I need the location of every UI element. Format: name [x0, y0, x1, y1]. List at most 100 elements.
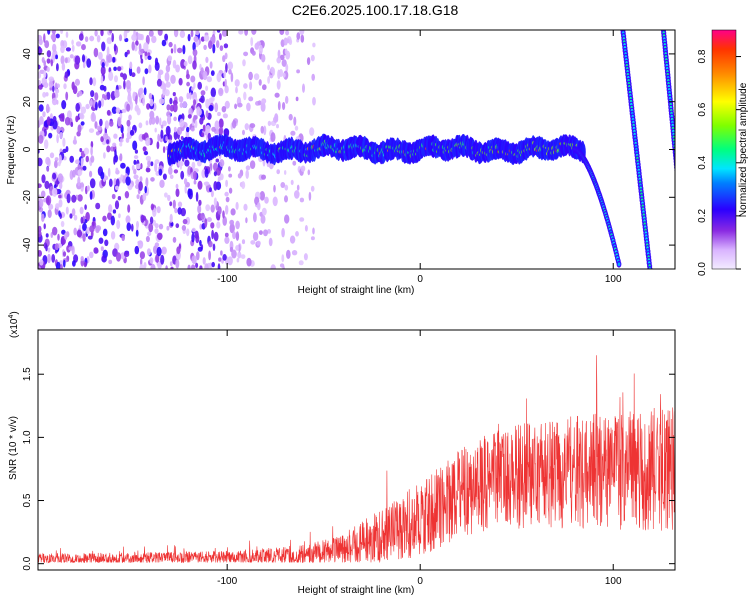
- heatmap-cell: [677, 197, 682, 203]
- heatmap-cell: [212, 243, 216, 251]
- heatmap-cell: [259, 191, 265, 201]
- heatmap-cell: [202, 124, 206, 132]
- heatmap-cell: [51, 254, 56, 263]
- heatmap-cell: [42, 91, 47, 98]
- heatmap-cell: [83, 261, 87, 268]
- heatmap-cell: [217, 263, 221, 269]
- heatmap-cell: [103, 152, 106, 159]
- heatmap-cell: [69, 155, 74, 163]
- heatmap-cell: [38, 79, 42, 86]
- heatmap-cell: [165, 125, 171, 136]
- colorbar-tick-label: 0.4: [697, 155, 708, 169]
- heatmap-cell: [90, 155, 95, 163]
- heatmap-cell: [677, 194, 682, 200]
- heatmap-cell: [158, 168, 163, 176]
- heatmap-cell: [257, 202, 261, 211]
- heatmap-cell: [46, 66, 50, 72]
- heatmap-cell: [123, 79, 126, 90]
- heatmap-cell: [175, 258, 180, 269]
- heatmap-cell: [300, 165, 306, 172]
- heatmap-cell: [47, 247, 51, 253]
- heatmap-cell: [39, 69, 45, 75]
- heatmap-cell: [106, 139, 110, 145]
- heatmap-cell: [57, 173, 64, 183]
- heatmap-cell: [243, 203, 248, 211]
- heatmap-cell: [95, 202, 101, 210]
- heatmap-cell: [172, 103, 178, 113]
- heatmap-cell: [292, 160, 297, 166]
- heatmap-cell: [197, 246, 203, 252]
- heatmap-cell: [258, 44, 263, 55]
- heatmap-cell: [683, 243, 685, 247]
- heatmap-cell: [103, 132, 109, 140]
- heatmap-cell: [112, 56, 116, 63]
- heatmap-cell: [136, 163, 141, 170]
- heatmap-cell: [148, 222, 154, 233]
- heatmap-cell: [180, 170, 185, 180]
- heatmap-cell: [290, 179, 294, 186]
- heatmap-cell: [303, 253, 308, 261]
- heatmap-cell: [48, 76, 55, 82]
- heatmap-cell: [126, 119, 131, 127]
- heatmap-cell: [47, 30, 51, 35]
- heatmap-cell: [179, 30, 186, 38]
- heatmap-cell: [48, 81, 54, 88]
- heatmap-cell: [136, 194, 140, 200]
- heatmap-cell: [212, 43, 216, 54]
- heatmap-cell: [193, 82, 196, 89]
- heatmap-cell: [683, 254, 688, 260]
- colorbar-tick-label: 0.8: [697, 49, 708, 63]
- heatmap-cell: [160, 124, 164, 129]
- heatmap-cell: [309, 127, 315, 136]
- heatmap-cell: [154, 223, 159, 229]
- heatmap-cell: [678, 187, 680, 191]
- heatmap-cell: [137, 240, 144, 249]
- heatmap-cell: [246, 257, 252, 267]
- heatmap-cell: [52, 43, 57, 53]
- heatmap-cell: [38, 134, 44, 144]
- heatmap-cell: [304, 225, 308, 232]
- heatmap-cell: [683, 260, 688, 266]
- heatmap-cell: [219, 33, 222, 41]
- heatmap-cell: [228, 166, 231, 172]
- heatmap-cell: [135, 179, 140, 186]
- heatmap-cell: [143, 42, 149, 52]
- heatmap-cell: [110, 146, 115, 152]
- heatmap-cell: [95, 131, 100, 136]
- heatmap-cell: [224, 100, 230, 109]
- heatmap-cell: [71, 208, 76, 217]
- heatmap-cell: [307, 169, 311, 176]
- heatmap-cell: [73, 227, 77, 236]
- heatmap-cell: [191, 227, 196, 233]
- heatmap-cell: [96, 125, 103, 131]
- heatmap-cell: [678, 196, 680, 200]
- heatmap-cell: [101, 62, 105, 68]
- heatmap-cell: [294, 190, 300, 199]
- heatmap-cell: [100, 246, 104, 252]
- heatmap-cell: [197, 180, 203, 190]
- heatmap-cell: [244, 123, 249, 131]
- heatmap-cell: [677, 191, 682, 197]
- heatmap-cell: [75, 41, 82, 47]
- heatmap-cell: [177, 201, 183, 208]
- heatmap-cell: [264, 196, 269, 204]
- heatmap-cell: [147, 159, 151, 168]
- heatmap-cell: [56, 261, 61, 269]
- heatmap-cell: [205, 204, 211, 212]
- heatmap-cell: [173, 169, 179, 174]
- heatmap-cell: [267, 120, 272, 127]
- heatmap-cell: [83, 147, 90, 155]
- heatmap-cell: [126, 103, 131, 112]
- heatmap-cell: [135, 229, 139, 237]
- heatmap-cell: [166, 225, 170, 231]
- heatmap-cell: [221, 30, 228, 37]
- heatmap-cell: [132, 140, 138, 151]
- heatmap-cell: [284, 184, 289, 191]
- heatmap-cell: [683, 237, 685, 241]
- heatmap-cell: [270, 66, 275, 74]
- heatmap-cell: [205, 56, 209, 64]
- heatmap-cell: [112, 209, 117, 214]
- y-tick-label: 1.5: [22, 367, 33, 381]
- heatmap-cell: [140, 163, 143, 170]
- heatmap-cell: [138, 122, 143, 129]
